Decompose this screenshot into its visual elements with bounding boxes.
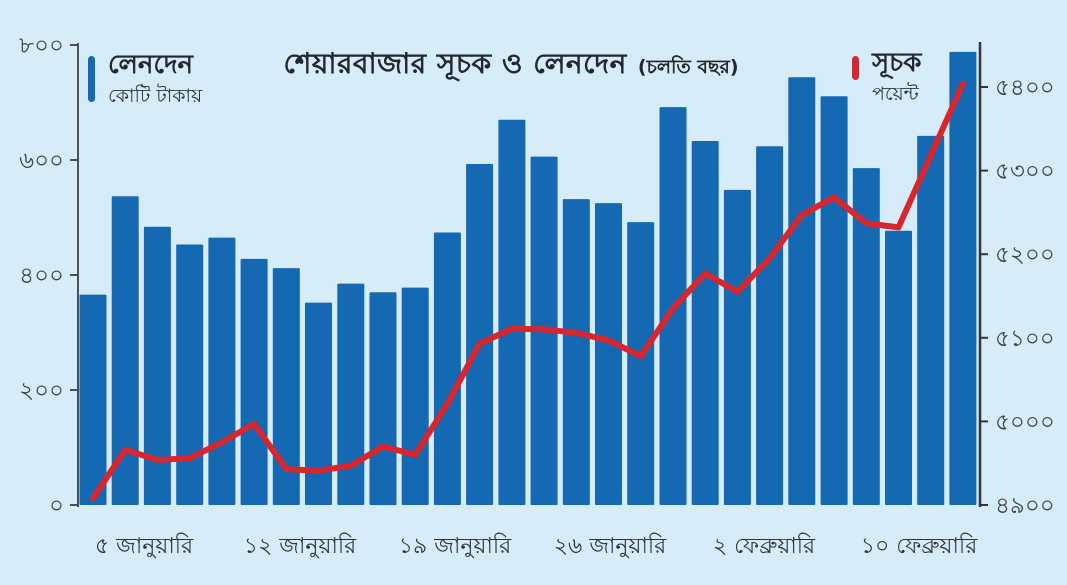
x-axis-date-label: ১২ জানুয়ারি [244,533,357,559]
transaction-bar [498,119,526,506]
transaction-bar [272,268,300,505]
transaction-bar [143,226,171,505]
transactions-legend-unit: কোটি টাকায় [108,85,203,108]
left-axis-tick-label: ৮০০ [19,33,64,59]
transaction-bar [466,164,494,505]
legend-transactions: লেনদেন কোটি টাকায় [88,50,203,114]
transaction-bar [337,283,365,505]
x-axis-date-label: ২৬ জানুয়ারি [554,533,667,559]
transaction-bar [691,141,719,505]
transaction-bar [627,222,655,505]
chart-title: শেয়ারবাজার সূচক ও লেনদেন (চলতি বছর) [0,42,1022,89]
right-axis-tick-label: ৫৩০০ [995,159,1055,185]
transaction-bar [208,237,236,505]
transaction-bar [111,196,139,505]
chart-title-subnote: (চলতি বছর) [637,56,739,78]
transaction-bar [176,244,204,505]
transaction-bar [401,287,429,505]
transactions-legend-label: লেনদেন [108,50,194,80]
right-axis-tick-label: ৫৪০০ [995,75,1055,101]
transaction-bar [369,292,397,506]
transaction-bar [756,146,784,505]
index-legend-label: সূচক [872,48,922,78]
transaction-bar [433,232,461,505]
x-axis-date-label: ২ ফেব্রুয়ারি [713,533,816,559]
transaction-bar [917,135,945,505]
left-axis-tick-label: ৬০০ [19,148,64,174]
transaction-bar [820,96,848,505]
transaction-bar [595,203,622,505]
chart-title-main: শেয়ারবাজার সূচক ও লেনদেন [283,47,627,80]
index-line [90,80,966,502]
right-axis-tick-label: ৫০০০ [995,409,1055,435]
legend-index: সূচক পয়েন্ট [852,48,922,112]
transaction-bar [852,168,880,505]
x-axis-date-label: ১৯ জানুয়ারি [399,533,512,559]
transaction-bar [79,294,107,505]
transaction-bar [788,77,816,505]
left-axis-tick-label: ২০০ [19,378,64,404]
transaction-bar [240,258,268,505]
transactions-swatch-icon [88,56,95,102]
right-axis-tick-label: ৫২০০ [995,242,1055,268]
left-axis-tick-label: ৪০০ [19,263,64,289]
left-axis-tick-label: ০ [49,493,64,519]
transaction-bar [562,199,590,505]
index-legend-unit: পয়েন্ট [872,83,919,106]
right-axis-tick-label: ৫১০০ [995,326,1055,352]
transaction-bar [305,302,332,505]
transaction-bar [723,189,751,505]
x-axis-date-label: ৫ জানুয়ারি [95,533,194,559]
right-axis-tick-label: ৪৯০০ [995,493,1055,519]
x-axis-date-label: ১০ ফেব্রুয়ারি [861,533,978,559]
index-swatch-icon [852,56,859,80]
transaction-bar [949,51,977,506]
transaction-bar [885,230,912,505]
